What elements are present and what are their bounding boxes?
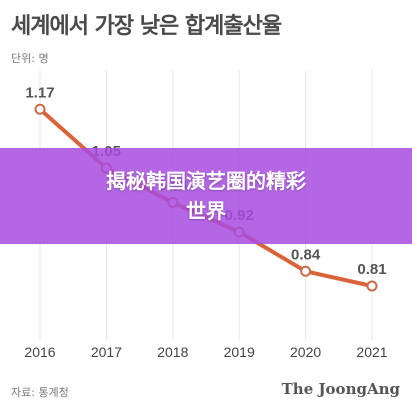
x-tick-label: 2020 [290, 344, 321, 360]
publisher-logo: The JoongAng [281, 380, 400, 398]
x-tick-label: 2019 [224, 344, 255, 360]
data-label: 0.81 [357, 261, 386, 278]
overlay-banner[interactable]: 揭秘韩国演艺圈的精彩 世界 [0, 148, 412, 244]
overlay-text-line2: 世界 [186, 199, 226, 223]
data-point [34, 103, 46, 115]
x-axis-ticks: 2016 2017 2018 2019 2020 2021 [24, 344, 387, 360]
data-label: 1.17 [25, 84, 54, 101]
overlay-text-line1: 揭秘韩国演艺圈的精彩 [106, 169, 306, 193]
x-tick-label: 2017 [91, 344, 122, 360]
x-tick-label: 2016 [24, 344, 55, 360]
data-point [300, 265, 312, 277]
source-note: 자료: 통계청 [11, 386, 69, 399]
data-label: 0.84 [291, 246, 321, 263]
data-point [366, 280, 378, 292]
unit-label: 단위: 명 [11, 52, 49, 65]
x-tick-label: 2021 [356, 344, 387, 360]
x-tick-label: 2018 [157, 344, 188, 360]
chart-title: 세계에서 가장 낮은 합계출산율 [11, 14, 282, 39]
